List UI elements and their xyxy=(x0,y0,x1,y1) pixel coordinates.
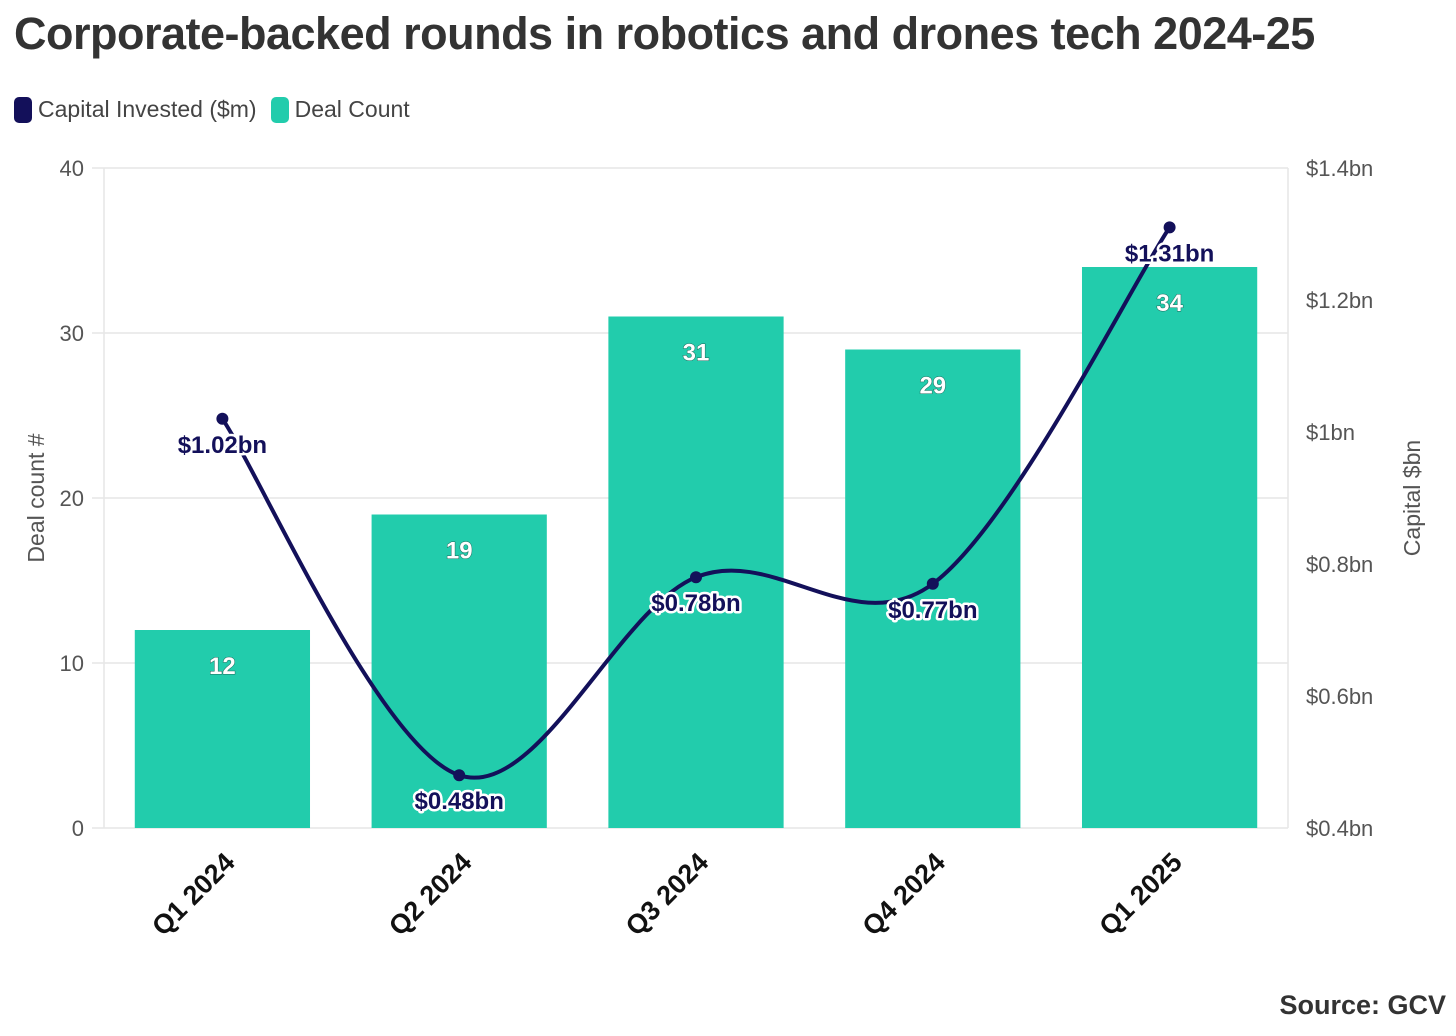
capital-point xyxy=(216,412,229,425)
y-right-tick-label: $0.6bn xyxy=(1306,684,1373,709)
capital-value-label: $1.02bn xyxy=(178,432,267,459)
y-left-axis-title: Deal count # xyxy=(23,433,49,562)
y-right-tick-label: $1bn xyxy=(1306,420,1355,445)
x-tick-label: Q1 2025 xyxy=(1093,847,1187,941)
legend-item-capital[interactable]: Capital Invested ($m) xyxy=(14,96,257,123)
legend-swatch-deal-count xyxy=(270,96,289,123)
legend-swatch-capital xyxy=(14,96,32,123)
y-left-tick-label: 20 xyxy=(60,486,84,511)
capital-point xyxy=(926,577,939,590)
capital-value-label: $0.77bn xyxy=(888,597,977,624)
bar xyxy=(134,630,311,828)
capital-line xyxy=(220,226,1172,780)
bar-value-label: 29 xyxy=(919,373,946,400)
y-left-tick-label: 0 xyxy=(72,816,84,841)
chart-title: Corporate-backed rounds in robotics and … xyxy=(14,8,1315,59)
y-right-tick-label: $1.4bn xyxy=(1306,156,1373,181)
y-left-tick-label: 10 xyxy=(60,651,84,676)
y-right-tick-label: $1.2bn xyxy=(1306,288,1373,313)
x-tick-label: Q2 2024 xyxy=(383,847,477,941)
bar-value-label: 19 xyxy=(446,538,473,565)
y-left-tick-label: 30 xyxy=(60,321,84,346)
y-right-tick-label: $0.4bn xyxy=(1306,816,1373,841)
y-right-axis-title: Capital $bn xyxy=(1399,440,1425,556)
bar-value-label: 34 xyxy=(1156,290,1183,317)
bar-value-label: 31 xyxy=(683,340,710,367)
source-note: Source: GCV xyxy=(1279,990,1446,1020)
legend-item-deal-count[interactable]: Deal Count xyxy=(270,96,410,123)
capital-point xyxy=(453,769,466,782)
x-tick-label: Q1 2024 xyxy=(146,847,240,941)
y-left-tick-label: 40 xyxy=(60,156,84,181)
capital-point xyxy=(690,571,702,584)
bar-value-label: 12 xyxy=(209,653,236,680)
capital-value-label: $1.31bn xyxy=(1125,240,1214,267)
legend-label-capital: Capital Invested ($m) xyxy=(38,96,257,122)
capital-value-label: $0.78bn xyxy=(651,590,740,617)
x-tick-label: Q3 2024 xyxy=(620,847,714,941)
capital-value-label: $0.48bn xyxy=(415,788,504,815)
legend-label-deal-count: Deal Count xyxy=(294,96,410,122)
legend: Capital Invested ($m) Deal Count xyxy=(14,96,410,123)
capital-point xyxy=(1163,221,1176,234)
bar xyxy=(1081,267,1258,828)
x-tick-label: Q4 2024 xyxy=(857,847,951,941)
y-right-tick-label: $0.8bn xyxy=(1306,552,1373,577)
